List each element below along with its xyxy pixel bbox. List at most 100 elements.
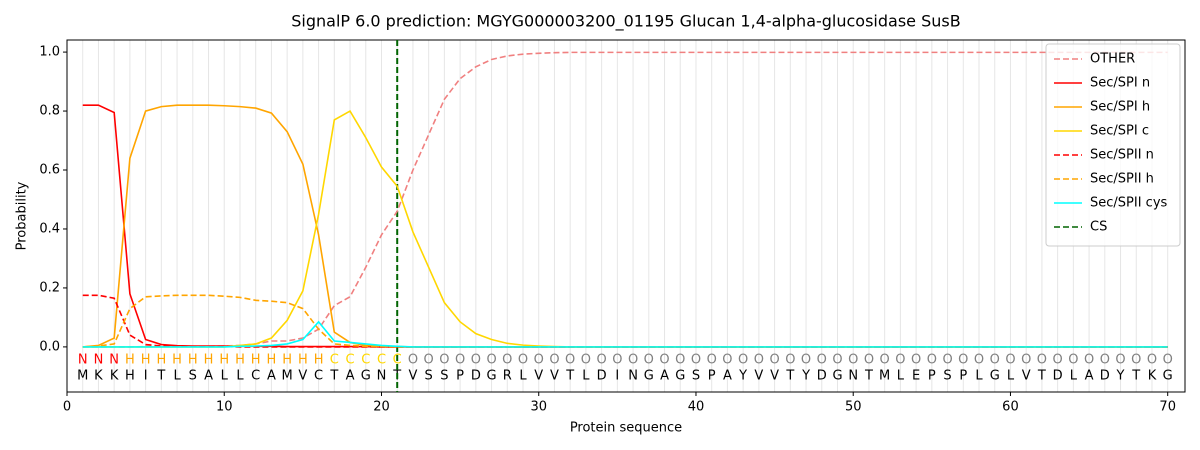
residue-label: G	[487, 369, 497, 384]
region-label: C	[345, 353, 354, 368]
region-label: H	[219, 353, 229, 368]
region-label: O	[722, 353, 732, 368]
x-tick-label: 50	[845, 400, 862, 415]
region-label: O	[848, 353, 858, 368]
plot-frame	[66, 39, 1186, 393]
region-label: O	[927, 353, 937, 368]
series-line	[82, 294, 1168, 348]
residue-label: M	[879, 369, 890, 384]
residue-label: Y	[801, 369, 810, 384]
x-tick-label: 30	[530, 400, 547, 415]
residue-label: H	[125, 369, 135, 384]
region-label: O	[581, 353, 591, 368]
residue-label: L	[582, 369, 590, 384]
y-tick-label: 0.8	[39, 104, 60, 119]
y-tick-label: 0.0	[39, 339, 60, 354]
residue-label: T	[329, 369, 338, 384]
residue-label: T	[785, 369, 794, 384]
residue-label: S	[943, 369, 951, 384]
residue-label: L	[975, 369, 983, 384]
residue-label: K	[1148, 369, 1157, 384]
residue-label: E	[912, 369, 920, 384]
region-label: N	[94, 353, 104, 368]
residue-label: M	[77, 369, 88, 384]
region-label: O	[408, 353, 418, 368]
region-label: C	[330, 353, 339, 368]
y-tick-label: 0.2	[39, 280, 60, 295]
region-label: O	[1147, 353, 1157, 368]
residue-label: V	[298, 369, 307, 384]
residue-label: I	[144, 369, 148, 384]
region-label: O	[424, 353, 434, 368]
region-label: H	[251, 353, 261, 368]
x-tick-label: 10	[216, 400, 233, 415]
residue-label: P	[959, 369, 967, 384]
residue-label: D	[1100, 369, 1110, 384]
region-label: O	[1037, 353, 1047, 368]
region-label: N	[109, 353, 119, 368]
region-label: C	[377, 353, 386, 368]
region-label: O	[801, 353, 811, 368]
region-label: H	[235, 353, 245, 368]
region-label: O	[832, 353, 842, 368]
region-label: H	[298, 353, 308, 368]
region-label: O	[785, 353, 795, 368]
region-label: N	[78, 353, 88, 368]
residue-label: A	[723, 369, 732, 384]
region-label: O	[911, 353, 921, 368]
region-label: O	[1163, 353, 1173, 368]
region-label: H	[314, 353, 324, 368]
y-tick-label: 0.4	[39, 221, 60, 236]
region-label: O	[675, 353, 685, 368]
series-line	[82, 104, 1168, 348]
residue-label: T	[565, 369, 574, 384]
region-label: O	[439, 353, 449, 368]
legend-label: Sec/SPI c	[1090, 124, 1149, 139]
residue-label: T	[1131, 369, 1140, 384]
x-tick-label: 0	[63, 400, 71, 415]
residue-label: G	[990, 369, 1000, 384]
residue-label: N	[628, 369, 638, 384]
region-label: O	[659, 353, 669, 368]
residue-label: I	[615, 369, 619, 384]
residue-label: G	[675, 369, 685, 384]
residue-label: V	[408, 369, 417, 384]
y-axis-label: Probability	[15, 181, 30, 250]
residue-label: N	[377, 369, 387, 384]
series-line	[82, 51, 1168, 348]
residue-label: S	[189, 369, 197, 384]
region-label: O	[691, 353, 701, 368]
region-label: O	[1131, 353, 1141, 368]
region-label: O	[990, 353, 1000, 368]
y-tick-label: 0.6	[39, 163, 60, 178]
residue-label: R	[503, 369, 512, 384]
region-label: H	[282, 353, 292, 368]
x-tick-label: 60	[1002, 400, 1019, 415]
residue-label: N	[848, 369, 858, 384]
legend: OTHER Sec/SPI n Sec/SPI h Sec/SPI c Sec/SPII…	[1045, 43, 1181, 247]
region-label: O	[518, 353, 528, 368]
residue-label: G	[832, 369, 842, 384]
residue-label: D	[597, 369, 607, 384]
region-label: O	[974, 353, 984, 368]
region-label: H	[188, 353, 198, 368]
residue-label: D	[1053, 369, 1063, 384]
region-label: C	[361, 353, 370, 368]
region-label: O	[1084, 353, 1094, 368]
residue-label: C	[314, 369, 323, 384]
chart-title: SignalP 6.0 prediction: MGYG000003200_01…	[291, 12, 960, 32]
residue-label: Y	[1116, 369, 1125, 384]
region-label: O	[549, 353, 559, 368]
residue-label: V	[534, 369, 543, 384]
region-label: O	[1005, 353, 1015, 368]
residue-label: S	[425, 369, 433, 384]
legend-label: Sec/SPI h	[1090, 100, 1150, 115]
residue-label: T	[864, 369, 873, 384]
residue-label: V	[550, 369, 559, 384]
residue-label: M	[282, 369, 293, 384]
residue-label: L	[236, 369, 244, 384]
residue-label: V	[754, 369, 763, 384]
legend-label: Sec/SPI n	[1090, 76, 1150, 91]
region-label: H	[125, 353, 135, 368]
